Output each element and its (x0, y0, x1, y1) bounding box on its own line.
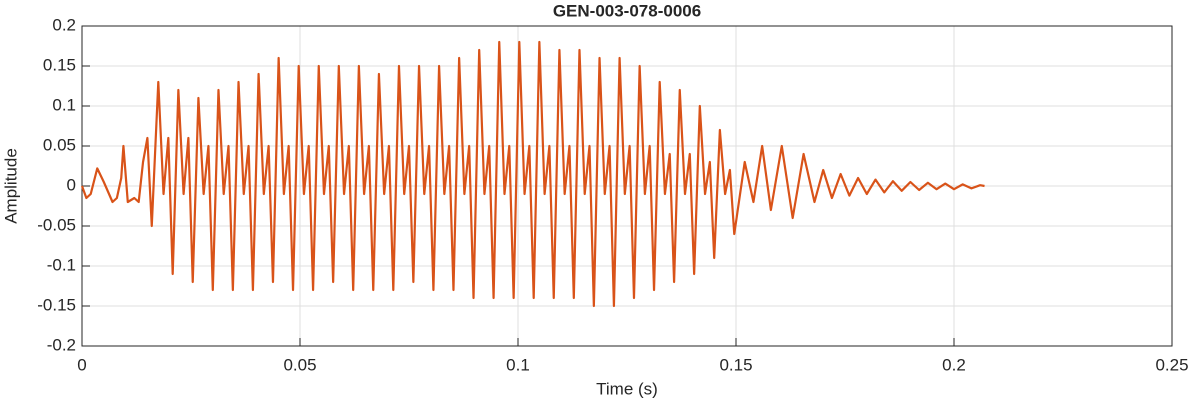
waveform-line (80, 40, 985, 308)
x-tick-label: 0.25 (1155, 355, 1188, 374)
y-tick-label: 0.15 (43, 55, 76, 74)
y-axis-label: Amplitude (1, 148, 20, 224)
x-tick-label: 0.15 (719, 355, 752, 374)
y-tick-label: 0 (67, 175, 76, 194)
y-tick-label: -0.1 (47, 255, 76, 274)
y-tick-label: -0.15 (37, 295, 76, 314)
y-tick-label: -0.05 (37, 215, 76, 234)
y-tick-label: -0.2 (47, 335, 76, 354)
chart-title: GEN-003-078-0006 (553, 1, 701, 20)
x-axis-label: Time (s) (596, 379, 658, 398)
x-tick-label: 0 (77, 355, 86, 374)
y-tick-label: 0.2 (52, 15, 76, 34)
x-tick-label: 0.05 (283, 355, 316, 374)
y-tick-label: 0.05 (43, 135, 76, 154)
y-tick-label: 0.1 (52, 95, 76, 114)
x-tick-label: 0.1 (506, 355, 530, 374)
x-tick-label: 0.2 (942, 355, 966, 374)
